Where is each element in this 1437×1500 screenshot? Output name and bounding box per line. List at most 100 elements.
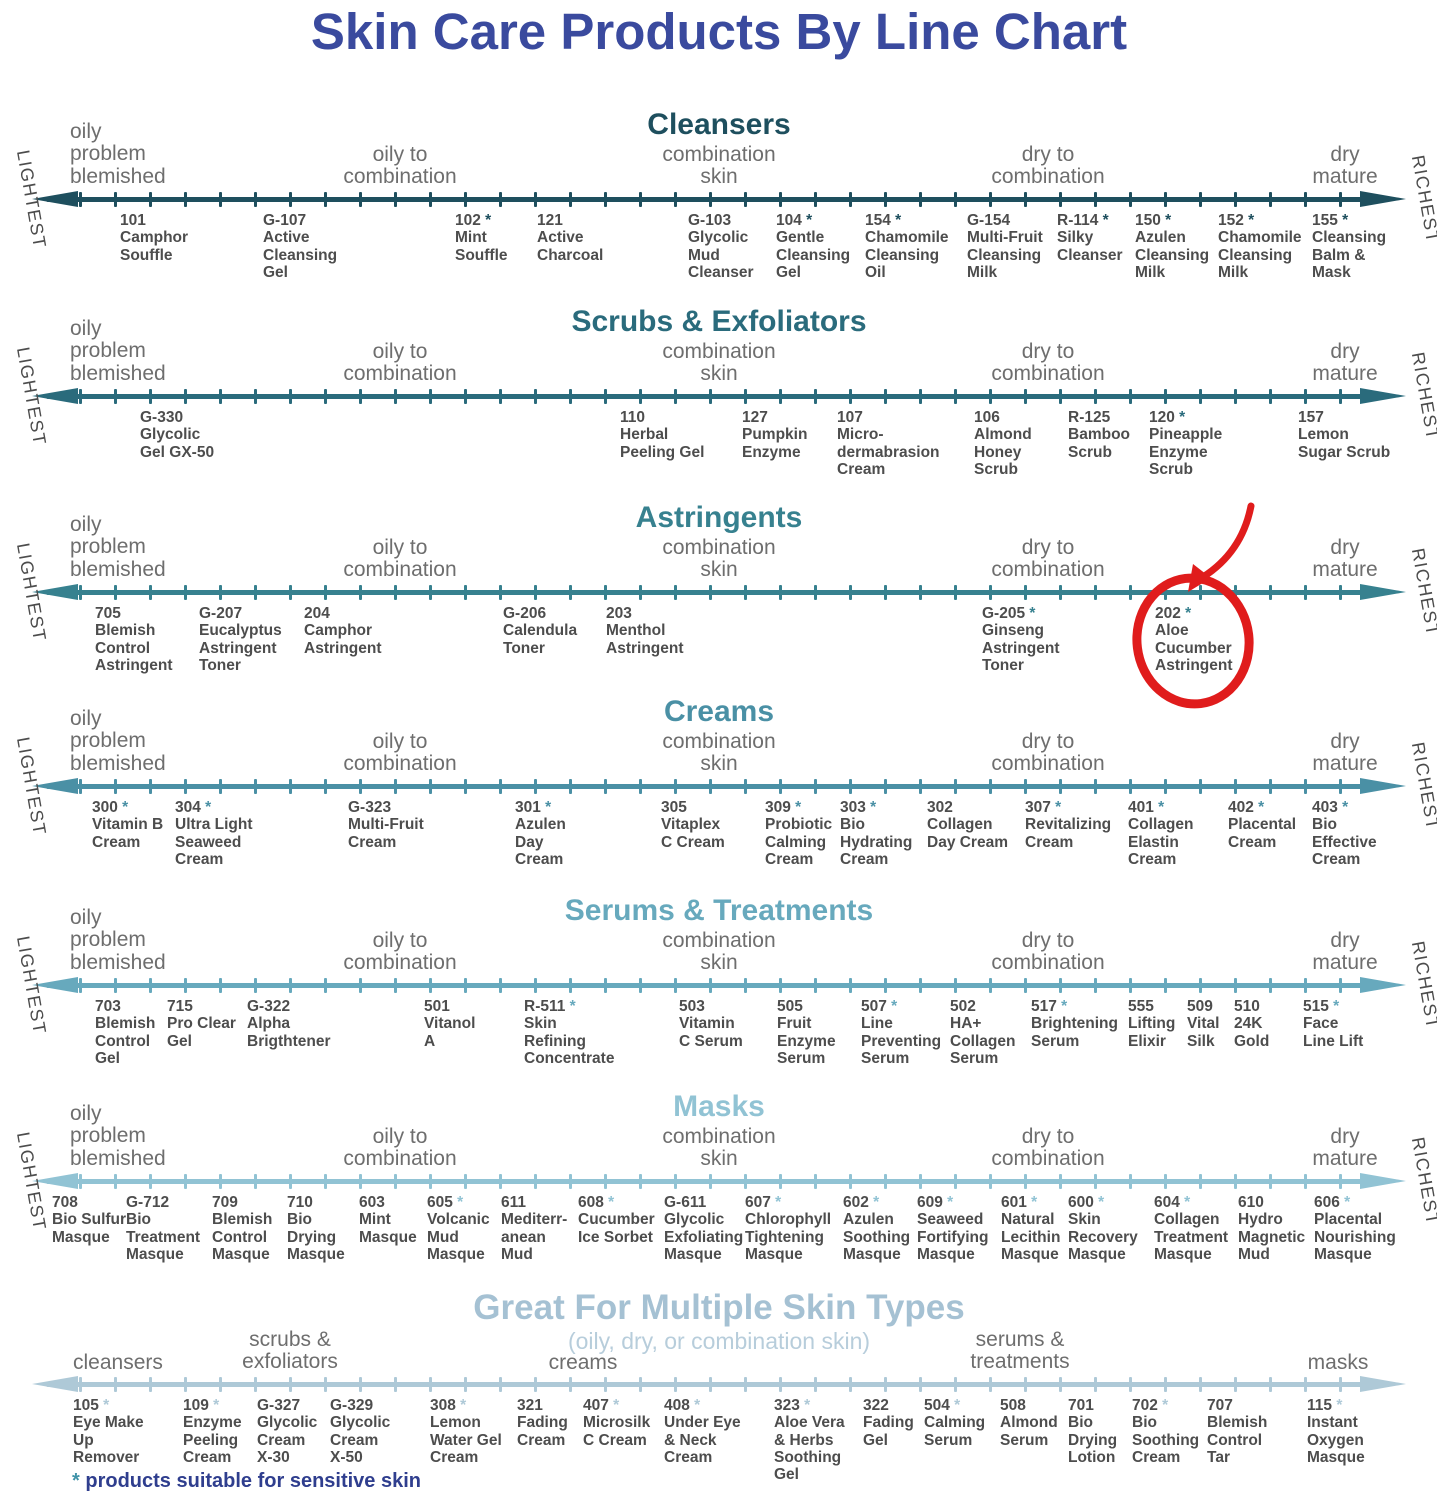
skin-type-label: dry to combination	[991, 536, 1105, 582]
axis-tick	[884, 389, 887, 404]
product-label-152: 152 * Chamomile Cleansing Milk	[1218, 212, 1302, 281]
product-name-line: Blemish	[95, 622, 156, 640]
skin-type-label: creams	[548, 1351, 618, 1374]
product-name-line: Line	[861, 1015, 893, 1033]
product-code: R-125	[1068, 409, 1111, 426]
product-code: 150 *	[1135, 212, 1172, 229]
axis-tick	[114, 978, 117, 993]
product-name-line: Masque	[52, 1228, 110, 1246]
product-label-710: 710 Bio Drying Masque	[287, 1194, 345, 1263]
product-name-line: Elixir	[1128, 1032, 1166, 1050]
product-code: 107	[837, 409, 863, 426]
product-name-line: Masque	[917, 1246, 975, 1264]
product-code: 408 *	[664, 1397, 701, 1414]
axis-tick	[814, 779, 817, 794]
axis-tick	[184, 1174, 187, 1189]
product-code: 607 *	[745, 1194, 782, 1211]
product-label-507: 507 * Line Preventing Serum	[861, 998, 941, 1067]
axis-tick	[1234, 585, 1237, 600]
product-name-line: Lifting	[1128, 1015, 1176, 1033]
product-code: 701	[1068, 1397, 1094, 1414]
product-code: 611	[501, 1194, 527, 1211]
axis-tick	[569, 779, 572, 794]
product-label-505: 505 Fruit Enzyme Serum	[777, 998, 836, 1067]
axis-tick	[359, 1377, 362, 1392]
axis-tick	[79, 1377, 82, 1392]
axis-tick	[1269, 389, 1272, 404]
product-name-line: Masque	[745, 1246, 803, 1264]
product-code: 606 *	[1314, 1194, 1351, 1211]
product-label-555: 555 Lifting Elixir	[1128, 998, 1175, 1050]
sensitive-skin-asterisk: *	[603, 1194, 615, 1211]
product-name-line: Souffle	[120, 246, 173, 264]
product-label-509: 509 Vital Silk	[1187, 998, 1219, 1050]
product-label-601: 601 * Natural Lecithin Masque	[1001, 1194, 1060, 1263]
product-name-line: Serum	[1000, 1431, 1049, 1449]
axis-tick	[709, 1174, 712, 1189]
product-name-line: & Herbs	[774, 1431, 834, 1449]
axis-tick	[954, 1174, 957, 1189]
product-name-line: Line Lift	[1303, 1032, 1364, 1050]
axis-tick	[1059, 585, 1062, 600]
axis-tick	[849, 585, 852, 600]
product-name-line: Glycolic	[140, 426, 201, 444]
sensitive-skin-asterisk: *	[1056, 998, 1068, 1015]
product-label-510: 510 24K Gold	[1234, 998, 1269, 1050]
axis-arrowhead-left-icon	[32, 1173, 78, 1189]
product-label-G-205: G-205 * Ginseng Astringent Toner	[982, 605, 1060, 674]
axis-tick	[604, 389, 607, 404]
axis-tick	[1269, 192, 1272, 207]
skin-type-label: oily to combination	[343, 730, 457, 776]
product-name-line: Toner	[199, 657, 241, 675]
sensitive-skin-asterisk: *	[1157, 1397, 1169, 1414]
product-name-line: Masque	[126, 1246, 184, 1264]
product-name-line: Masque	[843, 1246, 901, 1264]
axis-tick	[989, 1174, 992, 1189]
product-code: 109 *	[183, 1397, 220, 1414]
axis-tick	[989, 389, 992, 404]
axis-tick	[289, 1377, 292, 1392]
product-code: 121	[537, 212, 563, 229]
product-label-501: 501 Vitanol A	[424, 998, 475, 1050]
axis-tick	[954, 389, 957, 404]
axis-tick	[1199, 779, 1202, 794]
axis-tick	[254, 192, 257, 207]
axis-tick	[1094, 192, 1097, 207]
product-name-line: Micro-	[837, 426, 884, 444]
product-code: 702 *	[1132, 1397, 1169, 1414]
product-label-G-207: G-207 Eucalyptus Astringent Toner	[199, 605, 282, 674]
product-label-715: 715 Pro Clear Gel	[167, 998, 236, 1050]
product-name-line: Mask	[1312, 264, 1351, 282]
axis-tick	[394, 192, 397, 207]
axis-tick	[219, 779, 222, 794]
axis-tick	[79, 779, 82, 794]
axis-tick	[674, 585, 677, 600]
axis-astringents	[0, 584, 1437, 600]
axis-tick	[569, 978, 572, 993]
product-label-403: 403 * Bio Effective Cream	[1312, 799, 1377, 868]
axis-tick	[674, 978, 677, 993]
axis-tick	[219, 389, 222, 404]
axis-tick	[359, 1174, 362, 1189]
axis-tick	[219, 1174, 222, 1189]
axis-tick	[1199, 1377, 1202, 1392]
product-name-line: Cream	[92, 833, 141, 851]
product-code: 304 *	[175, 799, 212, 816]
axis-tick	[1129, 585, 1132, 600]
axis-tick	[534, 978, 537, 993]
product-name-line: Gel	[263, 264, 288, 282]
axis-tick	[429, 192, 432, 207]
skin-type-label: combination skin	[662, 340, 776, 386]
axis-tick	[1094, 585, 1097, 600]
product-label-127: 127 Pumpkin Enzyme	[742, 409, 807, 461]
product-code: 115 *	[1307, 1397, 1343, 1414]
axis-tick	[744, 1377, 747, 1392]
product-name-line: Skin	[524, 1015, 557, 1033]
axis-tick	[394, 779, 397, 794]
product-name-line: Serum	[1031, 1032, 1080, 1050]
axis-tick	[1059, 389, 1062, 404]
axis-tick	[499, 1174, 502, 1189]
product-name-line: Mud	[688, 246, 720, 264]
axis-tick	[569, 192, 572, 207]
axis-tick	[499, 978, 502, 993]
